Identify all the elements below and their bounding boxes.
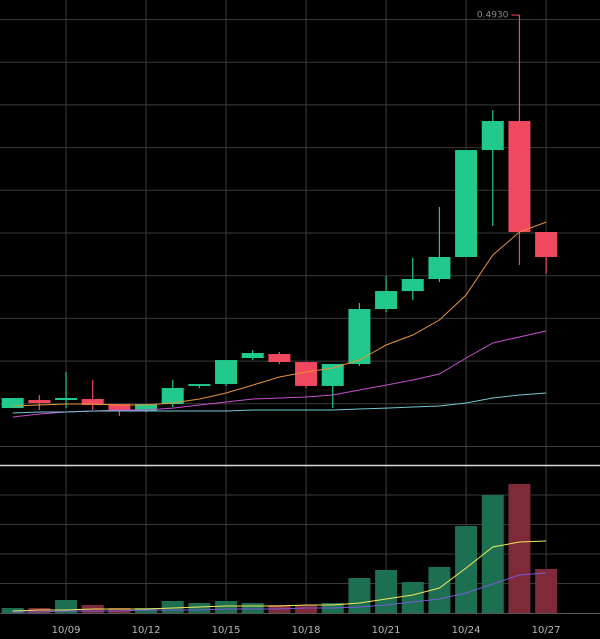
x-tick-label: 10/21 — [372, 625, 401, 636]
volume-bar — [348, 578, 371, 613]
candle-body — [215, 360, 238, 385]
x-tick-label: 10/18 — [292, 625, 321, 636]
volume-bar — [375, 570, 398, 613]
volume-bar — [401, 582, 424, 613]
ma-line — [12, 221, 547, 407]
volume-ma-line — [12, 540, 547, 612]
candle-body — [188, 384, 211, 386]
candle-body — [28, 400, 51, 404]
volume-bar — [241, 603, 264, 613]
x-tick-label: 10/24 — [452, 625, 481, 636]
candle-body — [108, 404, 131, 411]
candle-body — [428, 257, 451, 279]
volume-ma-line — [12, 572, 547, 613]
candle-body — [241, 353, 264, 359]
candle-body — [481, 121, 504, 151]
volume-bar — [215, 601, 238, 613]
candle-body — [348, 309, 371, 364]
grid — [0, 0, 600, 613]
candle-body — [135, 404, 158, 411]
volume-bar — [161, 601, 184, 613]
candle-body — [161, 387, 184, 405]
volume-bar — [428, 567, 451, 613]
volume-bar — [188, 603, 211, 613]
ma-line — [12, 392, 547, 414]
candle-body — [508, 121, 531, 232]
volume-bar — [481, 495, 504, 613]
volume-bar — [455, 526, 478, 613]
candle-body — [268, 354, 291, 363]
x-tick-label: 10/27 — [532, 625, 561, 636]
volume-bar — [535, 569, 558, 613]
candle-body — [1, 398, 24, 409]
x-tick-label: 10/12 — [132, 625, 161, 636]
x-tick-label: 10/15 — [212, 625, 241, 636]
candle-body — [295, 362, 318, 386]
x-tick-label: 10/09 — [52, 625, 81, 636]
volume-bar — [508, 484, 531, 613]
candle-body — [401, 279, 424, 292]
candle-body — [55, 398, 78, 401]
annotation: 0.4930 — [477, 11, 509, 21]
candle-body — [455, 150, 478, 258]
candle-body — [81, 399, 104, 406]
candle-body — [375, 291, 398, 310]
candle-body — [321, 363, 344, 386]
candle-body — [535, 231, 558, 258]
volume-bar — [295, 605, 318, 613]
